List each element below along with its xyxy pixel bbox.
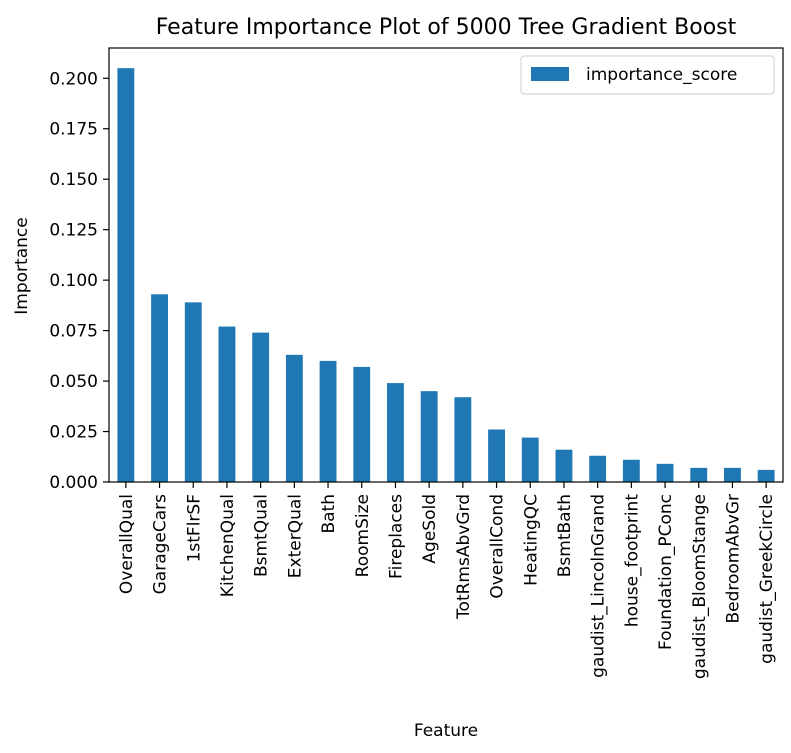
legend-swatch: [531, 67, 569, 81]
y-tick-label: 0.100: [49, 271, 98, 291]
bar: [488, 429, 505, 482]
x-tick-label: BedroomAbvGr: [723, 494, 743, 624]
bar: [117, 68, 135, 483]
x-tick-label: gaudist_GreekCircle: [757, 494, 777, 664]
bar: [387, 383, 404, 482]
x-tick-label: TotRmsAbvGrd: [454, 494, 474, 620]
bar: [589, 455, 607, 482]
x-tick-label: RoomSize: [353, 494, 373, 577]
y-axis-label: Importance: [12, 217, 32, 314]
x-axis-ticks: OverallQual GarageCars 1stFlrSF KitchenQual…: [117, 482, 777, 679]
bar: [690, 467, 708, 482]
x-tick-label: BsmtQual: [252, 494, 272, 577]
y-tick-label: 0.000: [49, 473, 98, 493]
y-tick-label: 0.025: [49, 423, 98, 443]
x-axis-label: Feature: [414, 721, 478, 741]
x-tick-label: GarageCars: [151, 494, 171, 595]
x-tick-label: KitchenQual: [218, 494, 238, 597]
y-tick-label: 0.200: [49, 69, 98, 89]
chart-title: Feature Importance Plot of 5000 Tree Gra…: [156, 15, 737, 40]
plot-frame: [108, 47, 784, 483]
x-tick-label: ExterQual: [285, 494, 305, 578]
bar: [724, 467, 741, 482]
x-tick-label: Foundation_PConc: [656, 494, 676, 650]
x-tick-label: gaudist_LincolnGrand: [589, 494, 609, 678]
bar: [420, 391, 438, 482]
legend-box: [520, 55, 775, 95]
y-tick-label: 0.075: [49, 322, 98, 342]
y-tick-label: 0.125: [49, 221, 98, 241]
y-tick-label: 0.050: [49, 372, 98, 392]
bar: [521, 437, 539, 482]
bar: [454, 397, 472, 482]
x-tick-label: Bath: [319, 494, 339, 534]
x-tick-label: 1stFlrSF: [184, 494, 204, 562]
x-tick-label: AgeSold: [420, 494, 440, 564]
x-tick-label: gaudist_BloomStange: [690, 494, 710, 679]
legend: importance_score: [520, 55, 775, 95]
bar: [622, 459, 640, 482]
x-tick-label: OverallQual: [117, 494, 137, 594]
y-tick-label: 0.150: [49, 170, 98, 190]
bar: [252, 332, 270, 482]
legend-label: importance_score: [586, 65, 737, 85]
bars: [117, 68, 775, 483]
bar: [555, 449, 573, 482]
bar: [218, 326, 236, 482]
x-tick-label: OverallCond: [488, 494, 508, 599]
bar: [319, 360, 337, 482]
bar: [184, 302, 202, 482]
y-tick-label: 0.175: [49, 120, 98, 140]
bar: [757, 469, 775, 482]
y-axis-ticks: 0.000 0.025 0.050 0.075 0.100 0.125 0.150 0.175…: [49, 69, 109, 493]
bar: [285, 354, 303, 482]
bar: [151, 294, 168, 482]
x-tick-label: Fireplaces: [386, 494, 406, 579]
bar: [353, 366, 371, 482]
bar: [656, 463, 674, 482]
x-tick-label: house_footprint: [622, 494, 642, 627]
x-tick-label: BsmtBath: [555, 494, 575, 577]
x-tick-label: HeatingQC: [521, 494, 541, 586]
